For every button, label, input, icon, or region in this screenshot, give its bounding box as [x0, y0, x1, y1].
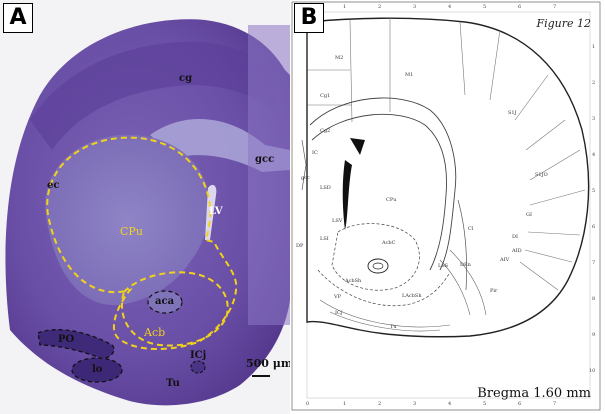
icj-outline	[190, 360, 206, 374]
top-tick: 5	[483, 4, 487, 10]
panel-b-badge: B	[294, 3, 324, 33]
atlas-lateral-ventricle	[342, 160, 352, 230]
atlas-label-pir: Pir	[490, 288, 498, 294]
bottom-tick: 1	[343, 401, 347, 407]
label-po: PO	[58, 334, 75, 345]
atlas-label-cpu: CPu	[386, 197, 397, 203]
bregma-label: Bregma 1.60 mm	[477, 386, 591, 401]
atlas-label-s1j: S1J	[508, 110, 517, 116]
atlas-label-lsd: LSD	[320, 185, 331, 191]
bottom-tick: 5	[483, 401, 487, 407]
atlas-corpus-callosum	[309, 97, 457, 271]
atlas-label-den: DEn	[460, 262, 471, 268]
atlas-label-lsv: LSV	[332, 218, 343, 224]
atlas-label-acbc: AcbC	[382, 240, 396, 246]
scale-bar-label: 500 μm	[246, 357, 290, 370]
atlas-hemisphere-outline	[306, 17, 590, 338]
atlas-label-lacbsh: LAcbSh	[402, 293, 422, 299]
lo-outline	[71, 357, 123, 383]
atlas-label-gi: GI	[526, 212, 532, 218]
side-tick: 7	[592, 260, 596, 266]
top-tick: 7	[553, 4, 557, 10]
bottom-tick: 7	[553, 401, 557, 407]
atlas-aca	[367, 258, 389, 274]
atlas-label-tu: Tu	[390, 324, 397, 330]
atlas-label-cg2: Cg2	[320, 128, 331, 134]
label-lv: LV	[209, 206, 223, 217]
atlas-ventral-lines	[319, 249, 487, 332]
atlas-label-m1: M1	[405, 72, 414, 78]
atlas-label-aid: AID	[512, 248, 522, 254]
label-icj: ICj	[190, 350, 207, 361]
atlas-label-m2: M2	[335, 55, 344, 61]
atlas-label-vp: VP	[334, 294, 341, 300]
panel-a-histology: A cg ec gcc LV CPu aca Acb PO lo ICj Tu …	[0, 0, 290, 414]
striatum-region	[45, 134, 211, 306]
top-tick: 1	[343, 4, 347, 10]
atlas-label-aiv: AIV	[500, 257, 510, 263]
top-tick: 4	[448, 4, 452, 10]
midline-strip	[248, 25, 290, 325]
label-gcc: gcc	[255, 154, 275, 165]
cpu-outline	[46, 136, 238, 350]
side-tick: 10	[589, 368, 596, 374]
atlas-acbc-outline	[331, 223, 420, 291]
label-cpu: CPu	[120, 225, 143, 238]
label-lo: lo	[92, 364, 103, 375]
side-tick: 4	[592, 152, 596, 158]
aca-outline	[147, 290, 183, 314]
atlas-label-acbsh: AcbSh	[345, 278, 362, 284]
label-ec: ec	[47, 180, 60, 191]
scale-bar	[252, 375, 270, 377]
atlas-label-di: DI	[512, 234, 518, 240]
atlas-label-icj: ICj	[335, 310, 343, 316]
side-tick: 9	[592, 332, 596, 338]
label-acb: Acb	[144, 326, 166, 339]
bottom-tick: 6	[518, 401, 522, 407]
atlas-label-s1jo: S1JO	[535, 172, 548, 178]
atlas-drawing	[291, 1, 601, 411]
label-tu: Tu	[166, 378, 180, 389]
atlas-cortex-lines	[307, 18, 586, 291]
label-aca: aca	[155, 296, 175, 307]
bottom-tick: 3	[413, 401, 417, 407]
side-tick: 5	[592, 188, 596, 194]
side-tick: 2	[592, 80, 596, 86]
atlas-label-lss: LSS	[438, 263, 449, 269]
bottom-tick: 4	[448, 401, 452, 407]
panel-b-atlas: B Figure 12 Bregma 1.60 mm M2 M1 Cg1 Cg2…	[290, 0, 605, 414]
histology-section	[5, 19, 290, 406]
atlas-label-gcc: gcc	[301, 175, 310, 181]
side-tick: 1	[592, 44, 596, 50]
bottom-tick: 0	[306, 401, 310, 407]
top-tick: 2	[378, 4, 382, 10]
atlas-label-ic: IC	[312, 150, 318, 156]
atlas-ventricle-upper	[350, 138, 365, 155]
atlas-label-cg1: Cg1	[320, 93, 331, 99]
atlas-acbsh-outline	[317, 269, 451, 307]
atlas-aca-inner	[372, 262, 384, 270]
top-tick: 6	[518, 4, 522, 10]
top-tick: 3	[413, 4, 417, 10]
side-tick: 6	[592, 224, 596, 230]
po-outline	[37, 329, 115, 359]
side-tick: 8	[592, 296, 596, 302]
atlas-label-cl: Cl	[468, 226, 474, 232]
atlas-claustrum	[457, 199, 467, 291]
acb-outline	[120, 271, 229, 347]
cortex-band	[30, 41, 276, 150]
figure-title: Figure 12	[536, 17, 591, 30]
label-cg: cg	[179, 73, 193, 84]
atlas-midline-probe	[301, 139, 307, 191]
atlas-label-lsi: LSI	[320, 236, 329, 242]
bottom-tick: 2	[378, 401, 382, 407]
atlas-label-dp: DP	[296, 243, 304, 249]
side-tick: 3	[592, 116, 596, 122]
panel-a-badge: A	[3, 3, 33, 33]
